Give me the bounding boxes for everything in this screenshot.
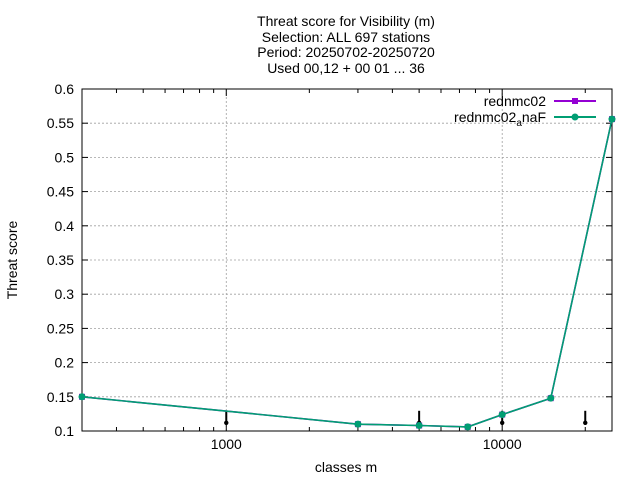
x-axis-label: classes m	[315, 459, 377, 475]
series-line-0	[81, 118, 613, 428]
plot-frame	[81, 88, 613, 432]
error-point	[583, 420, 588, 425]
y-tick-label: 0.4	[55, 218, 75, 234]
title-line-3: Period: 20250702-20250720	[257, 44, 435, 60]
x-tick-label: 1000	[211, 436, 242, 452]
y-tick-label: 0.5	[55, 149, 75, 165]
title-line-4: Used 00,12 + 00 01 ... 36	[267, 60, 425, 76]
legend-label-rednmc02: rednmc02	[484, 93, 546, 109]
series-point	[547, 394, 555, 402]
error-markers	[224, 410, 588, 425]
x-tick-label: 10000	[483, 436, 522, 452]
series	[78, 115, 616, 431]
legend: rednmc02 rednmc02anaF	[454, 93, 596, 129]
series-point	[78, 393, 86, 401]
series-line-1	[81, 118, 613, 428]
x-tick-labels: 1000 10000	[211, 436, 522, 452]
y-tick-label: 0.15	[47, 389, 74, 405]
y-tick-label: 0.35	[47, 252, 74, 268]
series-point	[498, 411, 506, 419]
error-point	[224, 420, 229, 425]
y-tick-label: 0.45	[47, 184, 74, 200]
y-tick-labels: 0.1 0.15 0.2 0.25 0.3 0.35 0.4 0.45 0.5 0.55 0.6	[47, 81, 74, 439]
y-tick-label: 0.55	[47, 115, 74, 131]
legend-label-rednmc02-anaF: rednmc02anaF	[454, 109, 546, 129]
y-axis-label: Threat score	[4, 220, 20, 299]
legend-label-main: rednmc02	[454, 109, 516, 125]
y-tick-label: 0.3	[55, 286, 75, 302]
legend-label-subscript: a	[516, 118, 522, 129]
y-tick-label: 0.2	[55, 355, 75, 371]
y-tick-label: 0.1	[55, 423, 75, 439]
title-line-1: Threat score for Visibility (m)	[257, 13, 435, 29]
legend-label-tail: naF	[522, 109, 546, 125]
grid	[82, 89, 612, 431]
y-tick-label: 0.25	[47, 320, 74, 336]
series-point	[415, 422, 423, 430]
title-line-2: Selection: ALL 697 stations	[262, 29, 430, 45]
legend-marker-rednmc02-anaF	[571, 113, 579, 121]
y-tick-label: 0.6	[55, 81, 75, 97]
chart-title: Threat score for Visibility (m) Selectio…	[257, 13, 435, 76]
series-point	[608, 115, 616, 123]
series-point	[354, 420, 362, 428]
series-point	[464, 423, 472, 431]
legend-marker-rednmc02	[572, 98, 578, 104]
error-point	[499, 420, 505, 425]
